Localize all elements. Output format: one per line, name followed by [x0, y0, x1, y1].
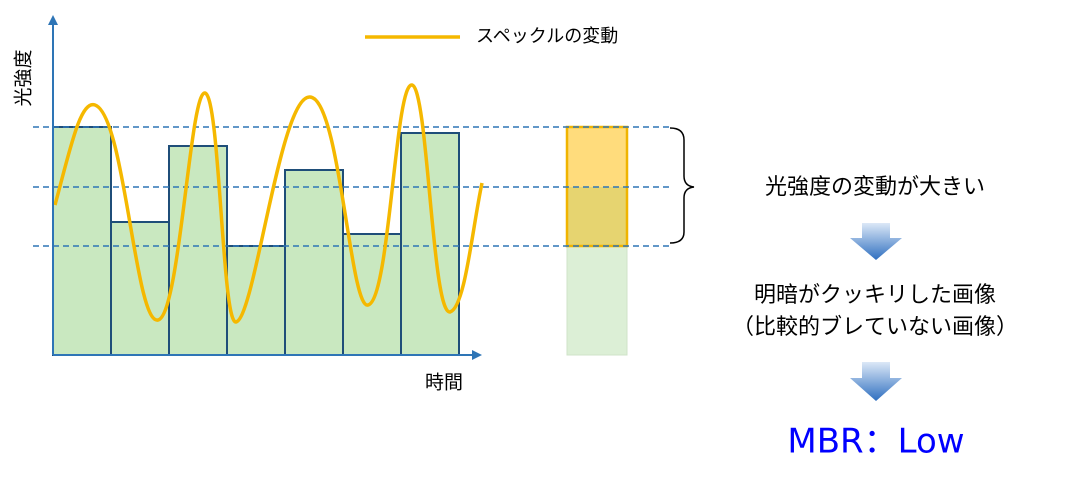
y-axis-label: 光強度 [13, 49, 35, 106]
bar [52, 126, 112, 356]
down-arrow [850, 223, 902, 260]
brace [669, 127, 695, 244]
range-box-mid [567, 187, 627, 246]
legend-label: スペックルの変動 [476, 26, 618, 47]
x-axis-label: 時間 [425, 372, 463, 394]
result-line: 明暗がクッキリした画像 [754, 283, 996, 308]
speckle-wave [53, 83, 484, 324]
bar [400, 132, 460, 356]
bar [284, 169, 344, 356]
intensity-bars [52, 126, 460, 356]
dashed-lines [33, 126, 670, 247]
mbr-result: MBR：Low [787, 422, 964, 462]
range-box-top [567, 127, 627, 187]
bar [110, 221, 170, 356]
range-box-low [566, 245, 628, 356]
annotation: 光強度の変動が大きい [765, 175, 985, 200]
down-arrow [850, 362, 902, 401]
result-line: （比較的ブレていない画像） [732, 315, 1018, 340]
